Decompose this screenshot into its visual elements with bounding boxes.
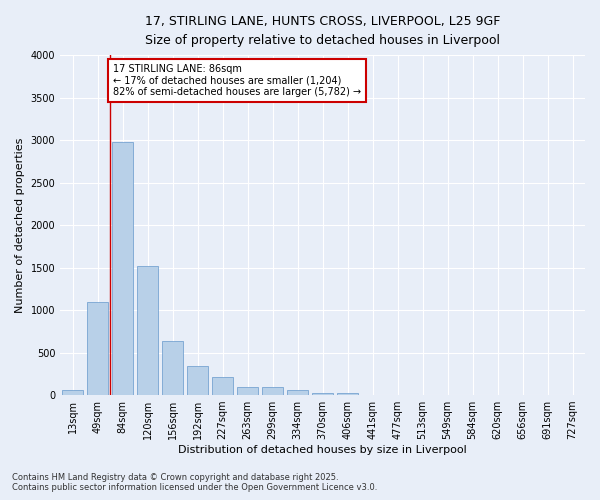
Bar [262, 388, 283, 395]
Bar [162, 340, 183, 395]
Bar [312, 392, 333, 395]
Bar [112, 142, 133, 395]
X-axis label: Distribution of detached houses by size in Liverpool: Distribution of detached houses by size … [178, 445, 467, 455]
Title: 17, STIRLING LANE, HUNTS CROSS, LIVERPOOL, L25 9GF
Size of property relative to : 17, STIRLING LANE, HUNTS CROSS, LIVERPOO… [145, 15, 500, 47]
Bar [137, 266, 158, 395]
Bar [187, 366, 208, 395]
Bar [237, 387, 258, 395]
Bar [87, 302, 108, 395]
Y-axis label: Number of detached properties: Number of detached properties [15, 138, 25, 313]
Bar [287, 390, 308, 395]
Bar [337, 394, 358, 395]
Bar [62, 390, 83, 395]
Bar [212, 377, 233, 395]
Text: 17 STIRLING LANE: 86sqm
← 17% of detached houses are smaller (1,204)
82% of semi: 17 STIRLING LANE: 86sqm ← 17% of detache… [113, 64, 361, 97]
Text: Contains HM Land Registry data © Crown copyright and database right 2025.
Contai: Contains HM Land Registry data © Crown c… [12, 473, 377, 492]
